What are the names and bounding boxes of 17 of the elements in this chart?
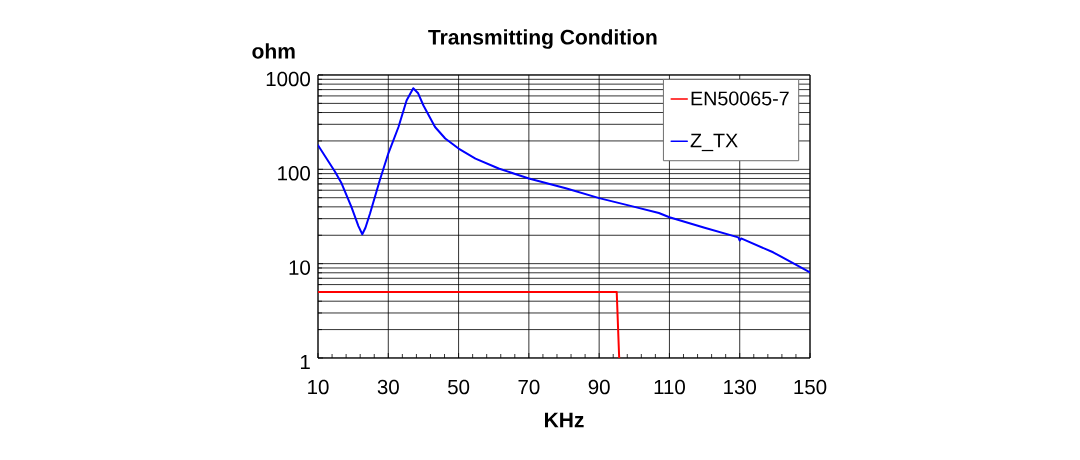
x-tick-label: 10	[308, 379, 329, 395]
x-tick-label: 30	[377, 379, 399, 395]
y-axis-title: ohm	[252, 43, 295, 59]
legend-label: Z_TX	[690, 133, 738, 152]
x-tick-label: 130	[724, 379, 757, 395]
y-tick-label: 1	[300, 354, 310, 370]
x-tick-label: 70	[518, 379, 540, 395]
x-axis-title: KHz	[545, 412, 584, 428]
y-tick-label: 1000	[266, 71, 310, 87]
legend-label: EN50065-7	[691, 91, 789, 106]
chart-title: Transmitting Condition	[428, 29, 657, 49]
y-tick-label: 100	[278, 166, 310, 181]
x-tick-label: 50	[448, 379, 470, 395]
x-tick-label: 110	[654, 379, 685, 395]
x-tick-label: 90	[588, 379, 610, 395]
y-tick-label: 10	[289, 260, 310, 275]
x-tick-label: 150	[794, 379, 827, 395]
